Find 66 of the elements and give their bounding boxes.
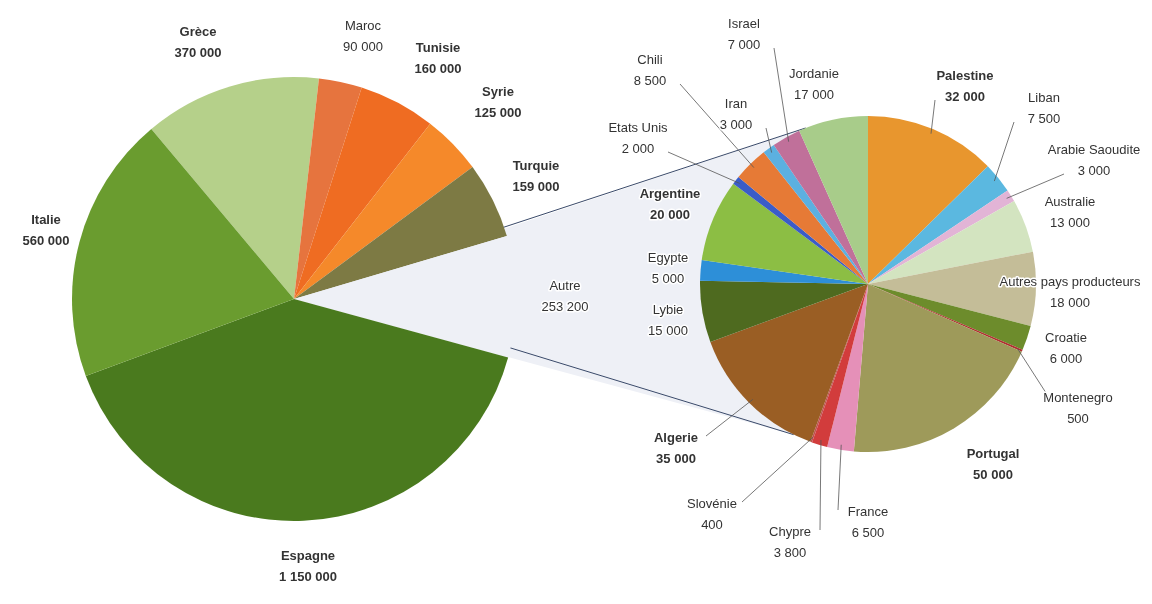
slice-label: Chypre bbox=[769, 524, 811, 539]
data-label: 35 000 bbox=[656, 451, 696, 466]
slice-label: Autre bbox=[549, 278, 581, 293]
slice-label: Arabie Saoudite bbox=[1047, 142, 1141, 157]
data-label: 3 800 bbox=[773, 545, 807, 560]
data-label: 560 000 bbox=[22, 233, 70, 248]
slice-label: Iran bbox=[724, 96, 748, 111]
slice-label: Turquie bbox=[512, 158, 560, 173]
data-label: 32 000 bbox=[945, 89, 985, 104]
slice-label: Grèce bbox=[179, 24, 217, 39]
slice-label: Syrie bbox=[482, 84, 514, 99]
data-label: 160 000 bbox=[414, 61, 462, 76]
pie-slice bbox=[701, 183, 868, 284]
data-label: 18 000 bbox=[1050, 295, 1090, 310]
pie-slice bbox=[763, 144, 868, 284]
slice-label: Egypte bbox=[647, 250, 689, 265]
data-label: 90 000 bbox=[343, 39, 383, 54]
pie-slice bbox=[738, 152, 868, 284]
slice-label: Liban bbox=[1028, 90, 1060, 105]
slice-label: Croatie bbox=[1045, 330, 1087, 345]
data-label: 370 000 bbox=[174, 45, 222, 60]
slice-label: Etats Unis bbox=[608, 120, 669, 135]
slice-label: Tunisie bbox=[415, 40, 461, 55]
slice-label: Portugal bbox=[966, 446, 1020, 461]
data-label: 7 000 bbox=[727, 37, 761, 52]
data-label: 20 000 bbox=[650, 207, 690, 222]
pie-slice bbox=[773, 130, 868, 284]
data-label: 253 200 bbox=[541, 299, 589, 314]
data-label: 1 150 000 bbox=[279, 569, 337, 584]
pie-slice bbox=[710, 284, 868, 442]
data-label: 50 000 bbox=[973, 467, 1013, 482]
data-label: 6 500 bbox=[851, 525, 885, 540]
slice-label: Maroc bbox=[344, 18, 382, 33]
slice-label: Algerie bbox=[653, 430, 699, 445]
slice-label: France bbox=[847, 504, 889, 519]
data-label: 13 000 bbox=[1050, 215, 1090, 230]
slice-label: Italie bbox=[31, 212, 61, 227]
data-label: 159 000 bbox=[512, 179, 560, 194]
pie-slice bbox=[799, 116, 868, 284]
pie-slice bbox=[700, 259, 868, 284]
data-label: 15 000 bbox=[648, 323, 688, 338]
slice-label: Palestine bbox=[936, 68, 994, 83]
data-label: 17 000 bbox=[794, 87, 834, 102]
data-label: 125 000 bbox=[474, 105, 522, 120]
pie-slice bbox=[700, 280, 868, 342]
data-label: 5 000 bbox=[651, 271, 685, 286]
slice-label: Argentine bbox=[639, 186, 701, 201]
data-label: 400 bbox=[701, 517, 723, 532]
data-label: 3 000 bbox=[1077, 163, 1111, 178]
slice-label: Montenegro bbox=[1043, 390, 1113, 405]
slice-label: Australie bbox=[1044, 194, 1096, 209]
data-label: 7 500 bbox=[1027, 111, 1061, 126]
slice-label: Slovénie bbox=[687, 496, 737, 511]
data-label: 8 500 bbox=[633, 73, 667, 88]
pie-slice bbox=[827, 284, 868, 452]
slice-label: Lybie bbox=[652, 302, 684, 317]
slice-label: Jordanie bbox=[789, 66, 839, 81]
data-label: 6 000 bbox=[1049, 351, 1083, 366]
slice-label: Israel bbox=[728, 16, 760, 31]
pie-slice bbox=[868, 251, 1036, 327]
pie-slice bbox=[868, 116, 988, 284]
slice-label: Chili bbox=[637, 52, 663, 67]
data-label: 3 000 bbox=[719, 117, 753, 132]
slice-label: Espagne bbox=[280, 548, 336, 563]
data-label: 500 bbox=[1067, 411, 1089, 426]
data-label: 2 000 bbox=[621, 141, 655, 156]
